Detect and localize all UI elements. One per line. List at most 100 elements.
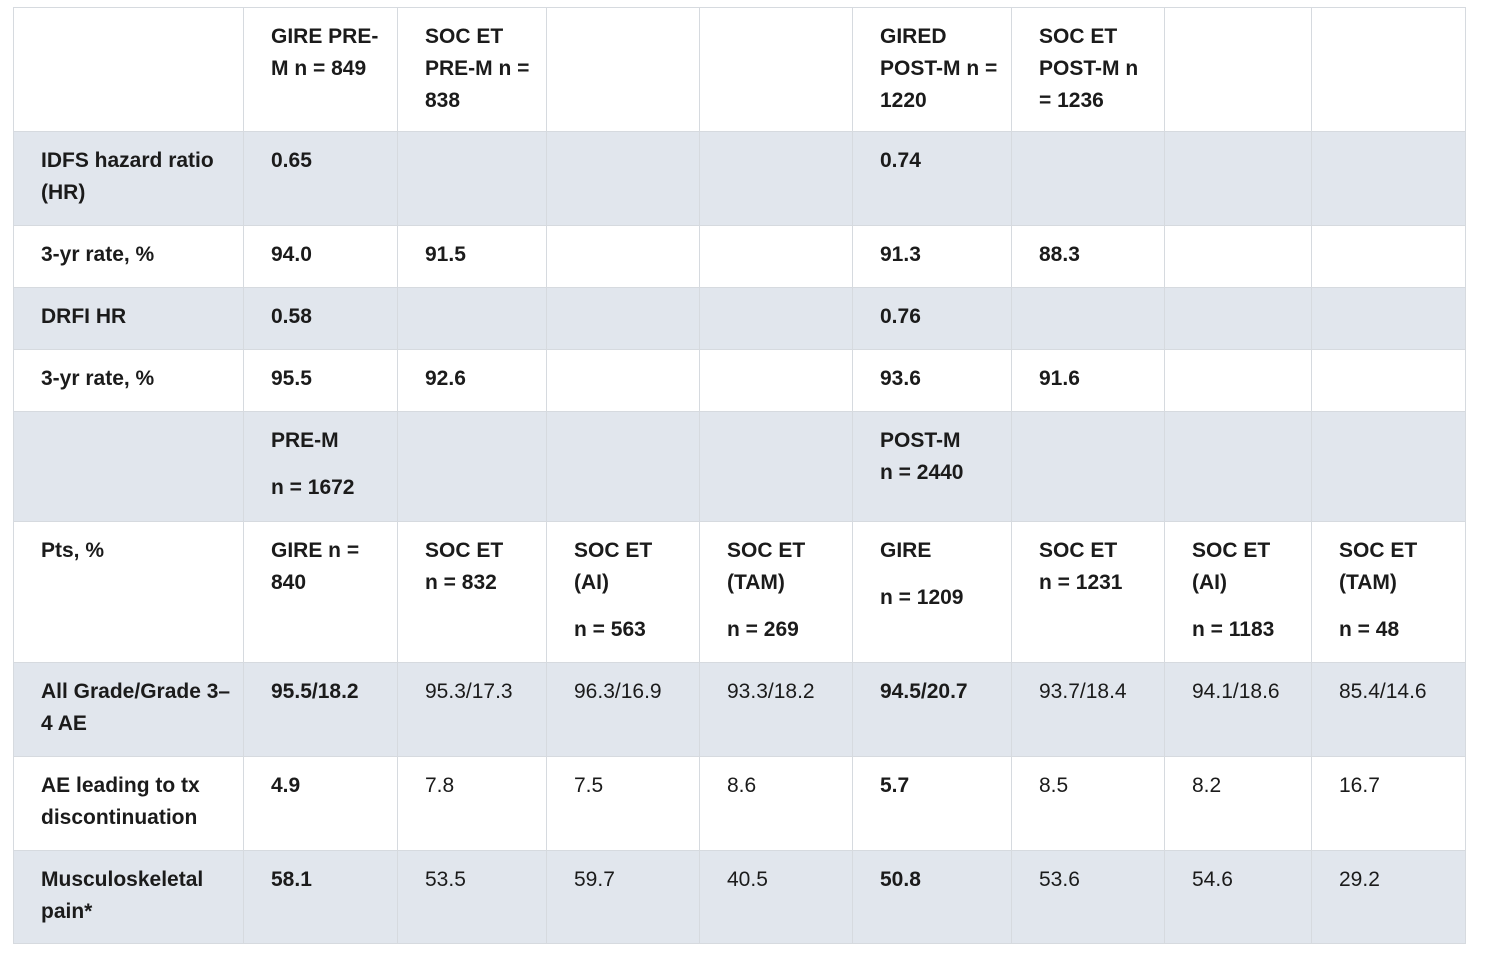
table-cell: SOC ET POST-M n = 1236 — [1011, 7, 1165, 132]
row-label-cell: 3-yr rate, % — [13, 225, 244, 288]
table-cell: 8.5 — [1011, 756, 1165, 851]
cell-text: 95.3/17.3 — [425, 680, 513, 703]
table-cell: 93.3/18.2 — [699, 662, 853, 757]
table-cell: 7.8 — [397, 756, 547, 851]
cell-text: 53.6 — [1039, 868, 1080, 891]
table-row: PRE-M n = 1672 POST-M n = 2440 — [13, 411, 1466, 522]
table-cell — [1164, 7, 1312, 132]
cell-text: 94.5/20.7 — [880, 680, 968, 703]
table-row: AE leading to tx discontinuation 4.9 7.8 7.… — [13, 756, 1466, 851]
table-row: Musculoskeletal pain* 58.1 53.5 59.7 40.5 50.… — [13, 850, 1466, 944]
cell-text: GIRED POST-M n = 1220 — [880, 25, 998, 112]
row-label-cell — [13, 411, 244, 522]
cell-text: 54.6 — [1192, 868, 1233, 891]
cell-text: 59.7 — [574, 868, 615, 891]
cell-text: GIRE — [880, 539, 932, 562]
row-label-cell: DRFI HR — [13, 287, 244, 350]
cell-text: SOC ET — [425, 539, 504, 562]
cell-text: n = 832 — [425, 571, 497, 594]
row-label-cell: All Grade/Grade 3–4 AE — [13, 662, 244, 757]
table-cell: 91.3 — [852, 225, 1012, 288]
cell-text: 3-yr rate, % — [41, 243, 155, 266]
table-row: IDFS hazard ratio (HR) 0.65 0.74 — [13, 131, 1466, 226]
cell-text: SOC ET PRE-M n = 838 — [425, 25, 530, 112]
cell-text: 0.76 — [880, 305, 921, 328]
table-cell: SOC ET (AI) n = 563 — [546, 521, 700, 663]
cell-text: 3-yr rate, % — [41, 367, 155, 390]
row-label-cell: Pts, % — [13, 521, 244, 663]
table-cell — [1311, 349, 1466, 412]
table-cell: 8.6 — [699, 756, 853, 851]
table-cell: GIRE PRE-M n = 849 — [243, 7, 398, 132]
cell-text: 91.3 — [880, 243, 921, 266]
table-row: 3-yr rate, % 95.5 92.6 93.6 91.6 — [13, 349, 1466, 412]
cell-text: n = 1209 — [880, 586, 964, 609]
cell-text: SOC ET (TAM) — [1339, 539, 1418, 594]
cell-text: 0.74 — [880, 149, 921, 172]
table-cell: 53.5 — [397, 850, 547, 944]
table-cell: 40.5 — [699, 850, 853, 944]
table-cell — [546, 287, 700, 350]
cell-text: 92.6 — [425, 367, 466, 390]
cell-text: 95.5 — [271, 367, 312, 390]
cell-text: n = 1231 — [1039, 571, 1123, 594]
table-cell — [397, 131, 547, 226]
cell-text: 53.5 — [425, 868, 466, 891]
table-cell — [546, 7, 700, 132]
cell-text: 96.3/16.9 — [574, 680, 662, 703]
cell-text: 8.5 — [1039, 774, 1069, 797]
table-cell — [699, 287, 853, 350]
table-cell: POST-M n = 2440 — [852, 411, 1012, 522]
cell-text: SOC ET POST-M n = 1236 — [1039, 25, 1139, 112]
row-label-cell: AE leading to tx discontinuation — [13, 756, 244, 851]
cell-text: 88.3 — [1039, 243, 1080, 266]
table-cell: 53.6 — [1011, 850, 1165, 944]
table-cell — [1311, 411, 1466, 522]
table-cell — [1311, 131, 1466, 226]
cell-text: 7.8 — [425, 774, 455, 797]
table-cell — [699, 411, 853, 522]
table-cell: 91.6 — [1011, 349, 1165, 412]
table-cell: 95.3/17.3 — [397, 662, 547, 757]
table-cell — [1011, 411, 1165, 522]
table-cell: 4.9 — [243, 756, 398, 851]
row-label-cell: Musculoskeletal pain* — [13, 850, 244, 944]
cell-text: 8.2 — [1192, 774, 1222, 797]
table-cell — [1011, 287, 1165, 350]
table-cell — [546, 411, 700, 522]
cell-text: POST-M — [880, 429, 961, 452]
table-cell: 0.65 — [243, 131, 398, 226]
table-cell: 85.4/14.6 — [1311, 662, 1466, 757]
cell-text: 29.2 — [1339, 868, 1380, 891]
cell-text: IDFS hazard ratio (HR) — [41, 149, 214, 204]
table-cell: 8.2 — [1164, 756, 1312, 851]
table-cell: SOC ET n = 832 — [397, 521, 547, 663]
cell-text: SOC ET (AI) — [1192, 539, 1271, 594]
table-cell: PRE-M n = 1672 — [243, 411, 398, 522]
table-row: All Grade/Grade 3–4 AE 95.5/18.2 95.3/17.3… — [13, 662, 1466, 757]
cell-text: 93.6 — [880, 367, 921, 390]
cell-text: 5.7 — [880, 774, 910, 797]
table-cell: 59.7 — [546, 850, 700, 944]
cell-text: 91.6 — [1039, 367, 1080, 390]
cell-text: All Grade/Grade 3–4 AE — [41, 680, 231, 735]
cell-text: 58.1 — [271, 868, 312, 891]
row-label-cell: 3-yr rate, % — [13, 349, 244, 412]
cell-text: 93.3/18.2 — [727, 680, 815, 703]
cell-text: SOC ET (TAM) — [727, 539, 806, 594]
table-cell — [397, 411, 547, 522]
cell-text: GIRE n = 840 — [271, 539, 360, 594]
cell-text: PRE-M — [271, 429, 339, 452]
table-cell — [1164, 225, 1312, 288]
table-cell — [546, 225, 700, 288]
cell-text: GIRE PRE-M n = 849 — [271, 25, 379, 80]
table-cell: 16.7 — [1311, 756, 1466, 851]
cell-text: n = 48 — [1339, 618, 1400, 641]
cell-text: 0.58 — [271, 305, 312, 328]
table-cell: 94.1/18.6 — [1164, 662, 1312, 757]
cell-text: 4.9 — [271, 774, 301, 797]
cell-text: n = 563 — [574, 618, 646, 641]
table-cell — [699, 7, 853, 132]
header-row: GIRE PRE-M n = 849 SOC ET PRE-M n = 838 GI… — [13, 7, 1466, 132]
